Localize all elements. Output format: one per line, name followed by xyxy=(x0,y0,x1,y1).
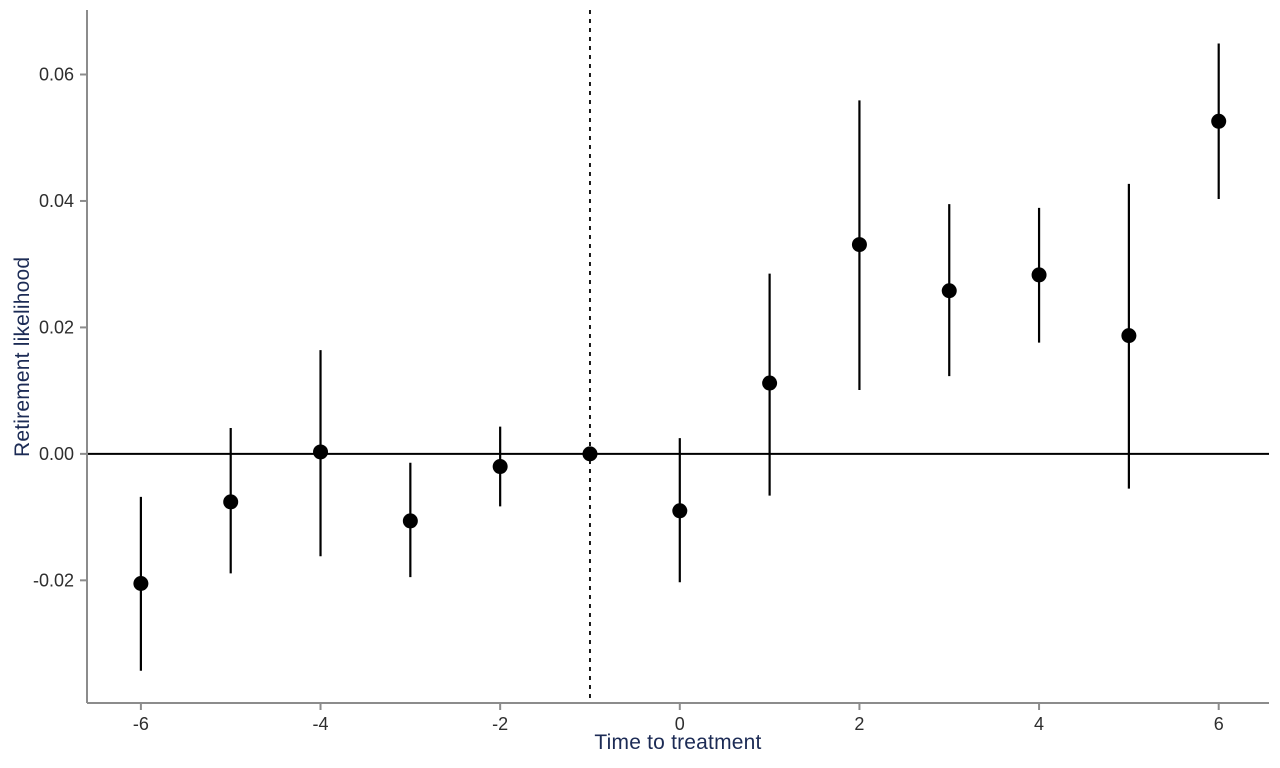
point-estimate-marker xyxy=(941,283,957,299)
x-axis-title: Time to treatment xyxy=(594,731,762,754)
x-tick-label: 0 xyxy=(675,714,685,734)
point-estimate-marker xyxy=(402,513,418,529)
point-estimate-marker xyxy=(582,446,598,462)
point-estimate-marker xyxy=(851,237,867,253)
point-estimate-marker xyxy=(1121,328,1137,344)
y-tick-label: 0.04 xyxy=(39,191,74,211)
point-estimate-marker xyxy=(1031,267,1047,283)
x-tick-label: 6 xyxy=(1214,714,1224,734)
point-estimate-marker xyxy=(133,575,149,591)
x-tick-label: -4 xyxy=(313,714,329,734)
point-estimate-marker xyxy=(492,459,508,475)
x-tick-label: 4 xyxy=(1034,714,1044,734)
point-estimate-marker xyxy=(223,494,239,510)
y-tick-label: 0.00 xyxy=(39,444,74,464)
point-estimate-marker xyxy=(672,503,688,519)
x-tick-label: -2 xyxy=(492,714,508,734)
point-estimate-marker xyxy=(1211,113,1227,129)
x-tick-label: -6 xyxy=(133,714,149,734)
x-tick-label: 2 xyxy=(854,714,864,734)
point-estimate-marker xyxy=(313,444,329,460)
point-estimate-marker xyxy=(762,375,778,391)
y-tick-label: 0.02 xyxy=(39,317,74,337)
y-tick-label: 0.06 xyxy=(39,64,74,84)
y-tick-label: -0.02 xyxy=(33,570,74,590)
